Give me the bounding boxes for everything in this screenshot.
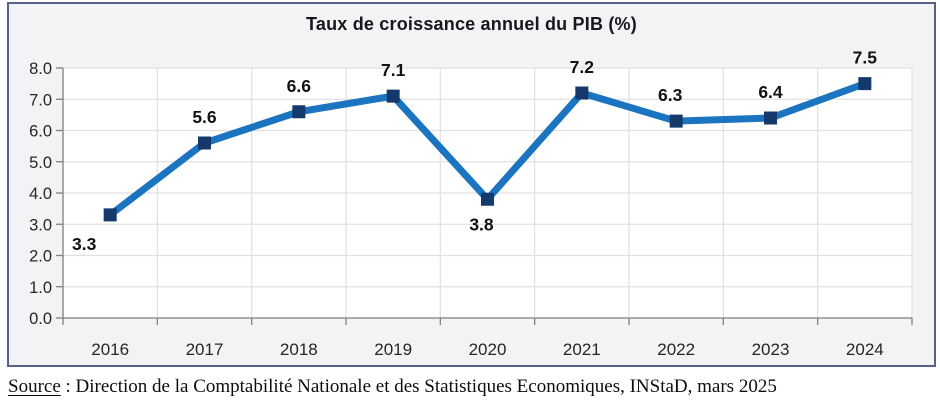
y-tick-label: 4.0 bbox=[29, 185, 52, 203]
data-point-marker bbox=[198, 136, 211, 150]
x-tick-label: 2017 bbox=[186, 340, 224, 359]
x-tick-label: 2024 bbox=[846, 340, 884, 359]
data-point-marker bbox=[575, 86, 589, 100]
line-chart-canvas: 0.0 1.0 2.0 3.0 4.0 5.0 6.0 7.0 8.0 2016 2017 2018 2… bbox=[29, 48, 913, 359]
data-label: 7.1 bbox=[381, 60, 406, 80]
data-label: 6.6 bbox=[287, 76, 312, 96]
x-tick-label: 2020 bbox=[469, 340, 507, 359]
source-label: Source bbox=[8, 376, 61, 397]
data-point-marker bbox=[103, 208, 117, 222]
chart-title: Taux de croissance annuel du PIB (%) bbox=[306, 14, 637, 34]
y-tick-label: 5.0 bbox=[29, 154, 52, 172]
x-tick-label: 2018 bbox=[280, 340, 318, 359]
x-tick-label: 2019 bbox=[374, 340, 412, 359]
data-label: 6.3 bbox=[658, 85, 683, 105]
y-tick-label: 3.0 bbox=[29, 216, 52, 234]
x-tick-label: 2023 bbox=[752, 340, 790, 359]
data-label: 7.2 bbox=[570, 57, 595, 77]
y-tick-label: 6.0 bbox=[29, 123, 52, 141]
y-tick-label: 0.0 bbox=[29, 310, 52, 328]
source-text: : Direction de la Comptabilité Nationale… bbox=[60, 376, 777, 397]
data-point-marker bbox=[858, 77, 872, 91]
x-tick-label: 2016 bbox=[91, 340, 129, 359]
data-point-marker bbox=[292, 105, 306, 119]
data-point-marker bbox=[481, 192, 494, 206]
y-tick-label: 2.0 bbox=[29, 248, 52, 266]
y-tick-label: 1.0 bbox=[29, 279, 52, 297]
data-label: 3.8 bbox=[469, 214, 494, 234]
data-label: 7.5 bbox=[853, 48, 878, 68]
y-tick-label: 7.0 bbox=[29, 91, 52, 109]
data-point-marker bbox=[764, 111, 777, 125]
data-point-marker bbox=[386, 89, 400, 103]
x-tick-label: 2022 bbox=[657, 340, 695, 359]
source-caption: Source : Direction de la Comptabilité Na… bbox=[8, 376, 936, 398]
data-point-marker bbox=[669, 114, 683, 128]
x-tick-label: 2021 bbox=[563, 340, 601, 359]
data-label: 6.4 bbox=[758, 82, 783, 102]
data-label: 5.6 bbox=[192, 107, 217, 127]
y-tick-label: 8.0 bbox=[29, 60, 52, 78]
data-label: 3.3 bbox=[72, 234, 97, 254]
gdp-growth-chart-panel: 0.0 1.0 2.0 3.0 4.0 5.0 6.0 7.0 8.0 2016 2017 2018 2… bbox=[7, 2, 936, 367]
